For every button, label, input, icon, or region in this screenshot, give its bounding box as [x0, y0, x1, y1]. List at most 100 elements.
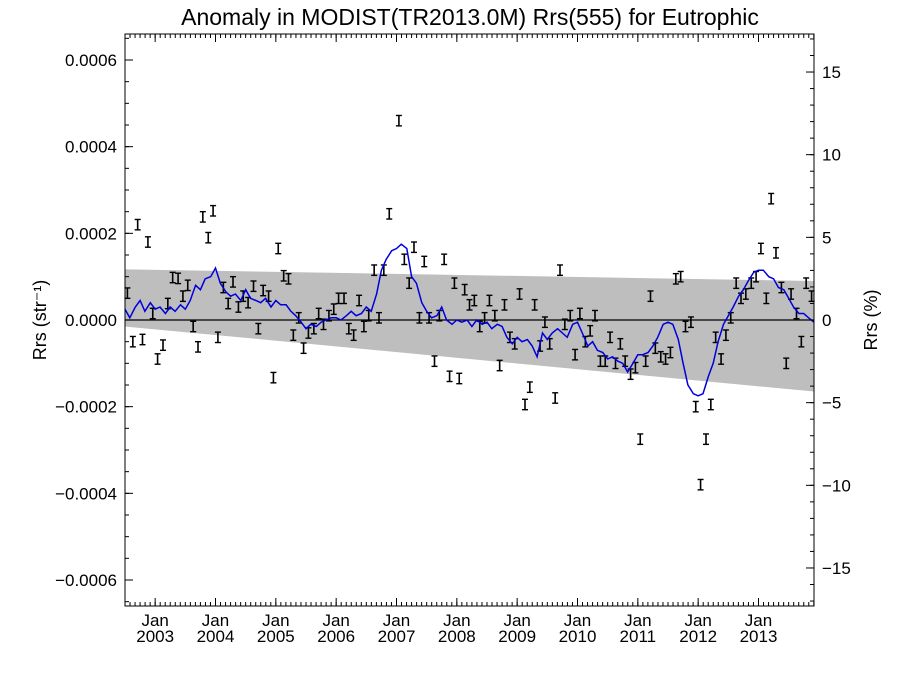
x-tick-year-label: 2010: [559, 627, 597, 646]
data-point: [572, 348, 579, 361]
left-tick-label: 0.0006: [65, 51, 117, 70]
data-point: [154, 353, 161, 365]
x-tick-month-label: Jan: [322, 611, 349, 630]
data-point: [561, 318, 568, 331]
data-point: [446, 370, 453, 383]
data-point: [431, 355, 438, 368]
data-point: [350, 329, 357, 342]
y-axis-label-left: Rrs (str⁻¹): [30, 280, 50, 360]
data-point: [617, 337, 624, 350]
data-point: [410, 241, 417, 254]
data-point: [466, 298, 473, 311]
data-point: [783, 357, 790, 370]
left-tick-label: 0.0002: [65, 224, 117, 243]
x-tick-year-label: 2012: [679, 627, 717, 646]
data-point: [662, 353, 669, 365]
left-tick-label: −0.0006: [55, 571, 117, 590]
right-tick-label: −10: [822, 476, 851, 495]
data-point: [692, 400, 699, 413]
x-tick-year-label: 2005: [257, 627, 295, 646]
left-tick-label: 0.0004: [65, 138, 117, 157]
data-point: [356, 294, 363, 307]
uncertainty-band-layer: [125, 269, 814, 392]
x-tick-month-label: Jan: [383, 611, 410, 630]
data-point: [491, 309, 498, 322]
data-point: [607, 331, 614, 344]
smoothed-series-line: [124, 243, 815, 397]
x-tick-month-label: Jan: [262, 611, 289, 630]
right-tick-label: 5: [822, 228, 831, 247]
data-point: [687, 316, 694, 329]
data-point: [205, 231, 212, 244]
data-point: [416, 311, 423, 324]
x-tick-year-label: 2008: [438, 627, 476, 646]
plot-frame: [124, 33, 815, 607]
right-tick-label: 0: [822, 311, 831, 330]
data-point: [682, 320, 689, 333]
data-point: [225, 297, 232, 310]
x-tick-year-label: 2009: [498, 627, 536, 646]
left-tick-label: −0.0004: [55, 484, 117, 503]
data-point: [637, 433, 644, 446]
data-point: [531, 298, 538, 311]
data-point: [265, 290, 272, 303]
x-tick-month-label: Jan: [443, 611, 470, 630]
left-tick-label: −0.0002: [55, 398, 117, 417]
data-point: [733, 277, 740, 290]
data-point: [647, 290, 654, 303]
data-point: [285, 272, 292, 285]
data-point: [190, 320, 197, 333]
data-point: [260, 284, 267, 297]
data-point: [214, 331, 221, 344]
data-point: [552, 392, 559, 404]
data-point: [184, 279, 191, 292]
data-point: [697, 478, 704, 491]
data-point: [522, 398, 529, 411]
data-point: [757, 242, 764, 255]
data-point: [275, 242, 282, 255]
data-point: [642, 355, 649, 368]
data-point: [798, 335, 805, 348]
data-point: [456, 372, 463, 385]
data-point: [371, 264, 378, 277]
data-point: [376, 311, 383, 324]
right-tick-label: −15: [822, 559, 851, 578]
data-point: [587, 324, 594, 337]
data-point: [567, 309, 574, 322]
right-tick-label: 15: [822, 63, 841, 82]
data-point: [541, 316, 548, 329]
x-tick-year-label: 2007: [378, 627, 416, 646]
x-tick-month-label: Jan: [503, 611, 530, 630]
data-point: [341, 292, 348, 305]
data-point: [501, 298, 508, 311]
data-point: [707, 398, 714, 411]
y-axis-label-right: Rrs (%): [861, 290, 881, 351]
data-point: [255, 322, 262, 335]
x-tick-year-label: 2011: [620, 627, 657, 646]
data-point: [778, 281, 785, 294]
axes-layer: [125, 34, 815, 606]
data-point: [139, 333, 146, 346]
data-point: [772, 246, 779, 259]
x-tick-month-label: Jan: [202, 611, 229, 630]
data-point: [250, 280, 257, 293]
data-point: [677, 270, 684, 283]
data-point: [129, 335, 136, 348]
data-point: [199, 210, 206, 223]
data-point: [210, 204, 217, 217]
right-tick-label: −5: [822, 394, 841, 413]
data-point: [280, 269, 287, 282]
data-point: [134, 218, 141, 231]
x-tick-month-label: Jan: [624, 611, 651, 630]
data-point: [401, 253, 408, 266]
x-tick-year-label: 2003: [136, 627, 174, 646]
data-point: [451, 277, 458, 290]
data-point: [175, 272, 182, 285]
data-point: [486, 294, 493, 307]
data-point: [591, 309, 598, 322]
data-point: [763, 292, 770, 305]
uncertainty-band: [125, 269, 814, 392]
data-point: [290, 329, 297, 342]
data-point: [657, 350, 664, 363]
x-tick-month-label: Jan: [684, 611, 711, 630]
